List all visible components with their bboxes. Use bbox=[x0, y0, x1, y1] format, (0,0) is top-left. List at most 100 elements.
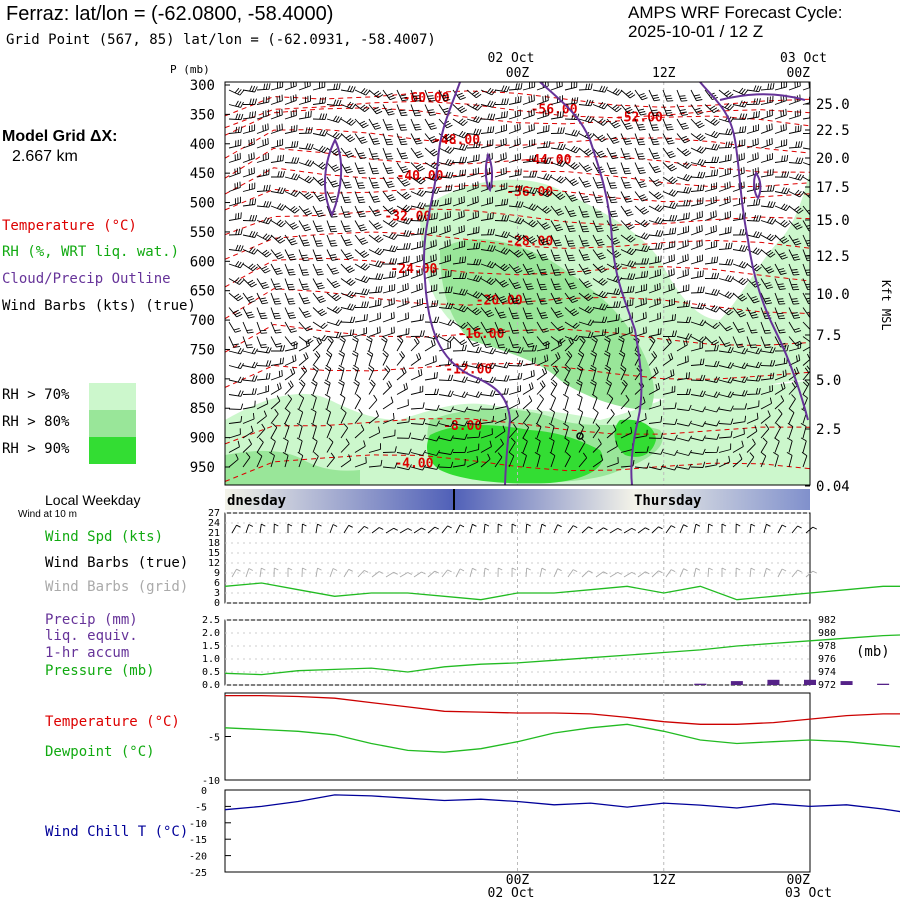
wind-barb bbox=[676, 225, 689, 236]
wind-barb bbox=[284, 140, 299, 149]
wind-barb bbox=[337, 365, 345, 381]
wind-barb bbox=[774, 203, 791, 212]
wind-barb bbox=[536, 278, 548, 291]
wind-barb bbox=[452, 225, 465, 236]
wind-barb bbox=[312, 82, 326, 91]
wind-barb bbox=[326, 205, 338, 218]
wind-barb-true bbox=[343, 524, 353, 534]
wind-barb bbox=[410, 104, 422, 117]
wind-barb-grid bbox=[259, 567, 266, 578]
wind-barb bbox=[676, 404, 692, 412]
wind-barb bbox=[424, 147, 440, 157]
wind-barb bbox=[718, 443, 732, 453]
wind-barb bbox=[284, 220, 299, 230]
wind-barb bbox=[354, 205, 366, 218]
wind-barb bbox=[298, 365, 308, 381]
wind-barb bbox=[606, 393, 614, 410]
wind-barb bbox=[382, 147, 394, 160]
wind-barb bbox=[732, 139, 746, 149]
height-tick-9: 2.5 bbox=[816, 422, 841, 438]
top-date-1: 02 Oct bbox=[488, 51, 535, 66]
wind-barb bbox=[732, 292, 748, 302]
wind-barb-grid bbox=[805, 570, 818, 578]
wind-barb bbox=[382, 462, 398, 469]
wind-barb bbox=[704, 288, 720, 296]
wind-barb bbox=[676, 89, 688, 102]
wind-barb-true bbox=[245, 524, 254, 534]
wind-barb bbox=[690, 270, 704, 279]
wind-barb bbox=[466, 181, 479, 192]
wind-barb bbox=[564, 191, 578, 202]
wind-barb-grid bbox=[455, 568, 465, 578]
wind-barb bbox=[452, 458, 466, 468]
cloud-outline-left bbox=[423, 82, 512, 485]
day-label-wed: dnesday bbox=[227, 493, 287, 509]
wind-barb bbox=[606, 327, 619, 337]
wind-barb bbox=[242, 292, 256, 304]
wind-barb bbox=[802, 205, 810, 216]
wind-barb bbox=[438, 270, 452, 279]
wind-barb bbox=[732, 244, 748, 252]
wind-barb bbox=[577, 350, 585, 366]
pressure-ytick-980: 980 bbox=[818, 628, 836, 639]
wind-barb bbox=[536, 292, 548, 305]
rh80-swatch bbox=[89, 410, 136, 437]
wind-barb bbox=[368, 147, 380, 160]
height-tick-7: 7.5 bbox=[816, 328, 841, 344]
wind-barb bbox=[648, 269, 661, 279]
wind-barb bbox=[774, 437, 780, 453]
wind-barb bbox=[760, 109, 773, 120]
wind-barb-true bbox=[259, 523, 266, 534]
wind-barb bbox=[340, 205, 352, 218]
wind-barb bbox=[270, 292, 282, 305]
wind-barb bbox=[466, 321, 481, 332]
wind-barb bbox=[536, 354, 549, 366]
wind-barb bbox=[648, 432, 664, 439]
wind-barb bbox=[690, 104, 704, 115]
wind-barb bbox=[312, 334, 329, 342]
wind-barb bbox=[452, 406, 468, 413]
wind-barb bbox=[746, 412, 759, 424]
wind-barb bbox=[353, 379, 360, 395]
wind-barb bbox=[634, 205, 650, 215]
wind-barb bbox=[312, 292, 326, 304]
wind-barb bbox=[620, 89, 636, 99]
pressure-tick-450: 450 bbox=[190, 166, 215, 182]
wind-barb bbox=[382, 396, 394, 410]
wind-barb bbox=[298, 339, 310, 352]
wind-barb bbox=[564, 97, 579, 105]
cloud-blob-right bbox=[753, 170, 762, 200]
wind-barb bbox=[494, 263, 510, 272]
wind-barb bbox=[704, 196, 717, 207]
cloud-blob bbox=[324, 137, 343, 218]
wind-barb bbox=[242, 111, 256, 120]
wind-barb bbox=[564, 350, 573, 366]
wind-barb bbox=[298, 82, 311, 91]
wind-barb bbox=[438, 435, 454, 442]
wind-barb bbox=[564, 82, 578, 91]
wind-barb bbox=[480, 403, 496, 410]
wind-barb bbox=[438, 336, 455, 343]
wind-barb bbox=[396, 432, 412, 439]
wind-barb bbox=[718, 181, 731, 192]
wind-barb bbox=[732, 453, 743, 468]
wind-barb bbox=[662, 104, 674, 117]
wind-barb-true bbox=[539, 523, 547, 534]
wind-barb bbox=[760, 292, 773, 305]
wind-barb bbox=[592, 176, 604, 189]
wind-barb bbox=[382, 311, 395, 323]
wind-barb bbox=[381, 335, 388, 352]
wind-barb bbox=[788, 205, 804, 214]
wind-barb bbox=[242, 452, 251, 468]
wind-barb bbox=[438, 210, 451, 221]
wind-barb bbox=[494, 167, 507, 178]
wind-barb bbox=[494, 347, 510, 355]
wind-barb bbox=[606, 162, 618, 175]
page-subtitle: Grid Point (567, 85) lat/lon = (-62.0931… bbox=[6, 32, 436, 48]
wind-barb bbox=[312, 278, 325, 290]
wind-barb bbox=[382, 429, 396, 439]
wind-barb bbox=[704, 240, 718, 250]
wind-barb-grid bbox=[609, 571, 622, 578]
wind-barb bbox=[536, 408, 543, 424]
wind-barb bbox=[340, 191, 352, 204]
